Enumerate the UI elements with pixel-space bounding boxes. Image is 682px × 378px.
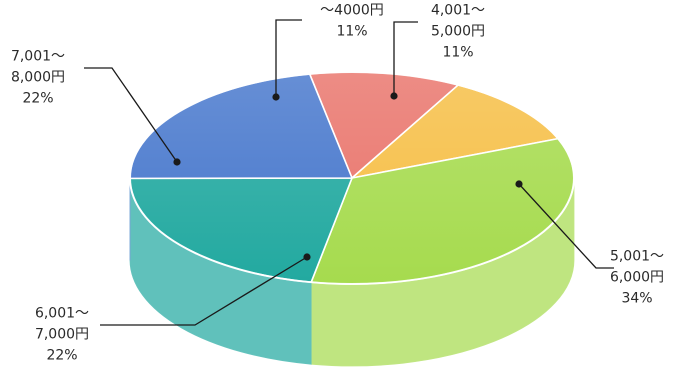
slice-label-2: 5,001〜 6,000円 34% — [610, 249, 664, 307]
slice-label-text-4: 7,001〜 8,000円 22% — [11, 49, 65, 107]
slice-range: 5,001〜 — [610, 249, 664, 265]
slice-label-text-1: 4,001〜 5,000円 11% — [431, 3, 485, 61]
leader-line-0 — [275, 19, 302, 97]
leader-dot-0 — [272, 93, 280, 101]
slice-percent: 11% — [442, 45, 473, 61]
slice-range: 5,000円 — [431, 24, 485, 40]
slice-label-3: 6,001〜 7,000円 22% — [35, 306, 89, 364]
slice-percent: 22% — [46, 348, 77, 364]
pie-labels: 〜4000円 11% 4,001〜 5,000円 11% 5,001〜 6,000円 34% 6… — [11, 3, 664, 364]
slice-label-text-3: 6,001〜 7,000円 22% — [35, 306, 89, 364]
leader-line-2 — [518, 183, 614, 269]
slice-range: 6,000円 — [610, 270, 664, 286]
slice-range: 4,001〜 — [431, 3, 485, 19]
slice-label-text-2: 5,001〜 6,000円 34% — [610, 249, 664, 307]
slice-label-1: 4,001〜 5,000円 11% — [431, 3, 485, 61]
leader-line-1 — [393, 21, 418, 96]
slice-percent: 22% — [22, 91, 53, 107]
slice-percent: 34% — [621, 291, 652, 307]
slice-range: 7,001〜 — [11, 49, 65, 65]
slice-label-0: 〜4000円 11% — [320, 3, 384, 40]
leader-dot-4 — [173, 158, 181, 166]
slice-range: 〜4000円 — [320, 3, 384, 19]
slice-label-4: 7,001〜 8,000円 22% — [11, 49, 65, 107]
leader-dot-1 — [390, 92, 398, 100]
leader-dot-3 — [303, 253, 311, 261]
pie-top — [129, 71, 575, 285]
slice-percent: 11% — [336, 24, 367, 40]
leader-line-4 — [84, 67, 178, 163]
slice-range: 8,000円 — [11, 70, 65, 86]
pie-rim — [129, 71, 575, 285]
leader-line-3 — [100, 256, 308, 326]
slice-range: 6,001〜 — [35, 306, 89, 322]
slice-range: 7,000円 — [35, 327, 89, 343]
slice-label-text-0: 〜4000円 11% — [320, 3, 384, 40]
leader-dot-2 — [515, 180, 523, 188]
